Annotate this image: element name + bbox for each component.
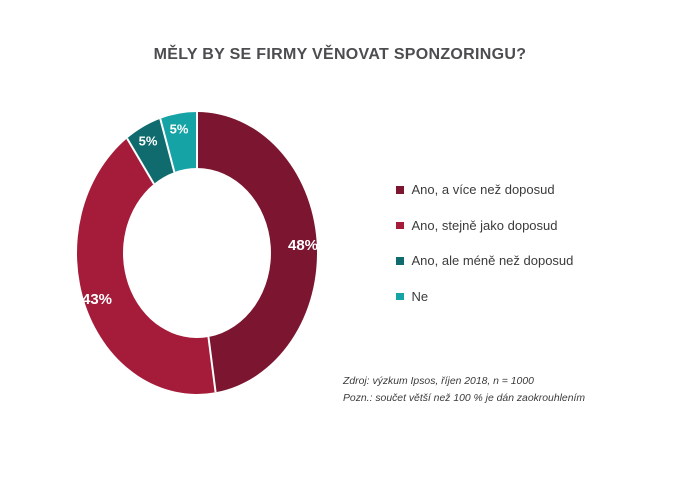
svg-text:5%: 5% [170, 121, 189, 136]
svg-text:48%: 48% [288, 237, 318, 254]
svg-text:43%: 43% [82, 291, 112, 308]
svg-text:5%: 5% [139, 133, 158, 148]
